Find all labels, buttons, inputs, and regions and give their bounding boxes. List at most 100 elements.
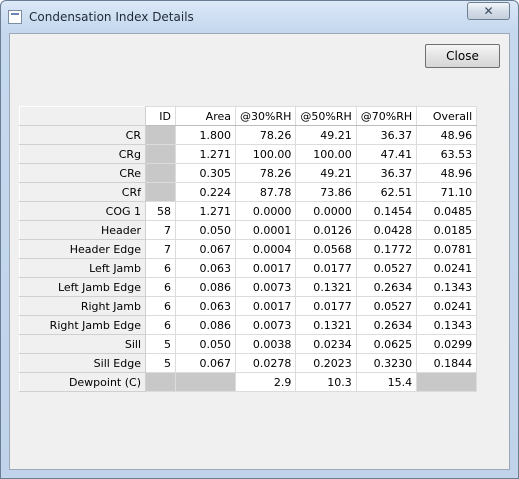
table-cell: 36.37 <box>355 163 418 183</box>
table-cell: 0.1343 <box>416 277 478 297</box>
table-cell: 1.800 <box>175 125 236 145</box>
column-header: Area <box>175 106 236 126</box>
table-cell: 0.1343 <box>416 315 478 335</box>
table-cell: 0.086 <box>175 315 236 335</box>
title-bar[interactable]: Condensation Index Details ✕ <box>1 1 518 33</box>
table-cell: 58 <box>145 201 176 221</box>
table-row: Sill 5 0.050 0.0038 0.0234 0.0625 0.0299 <box>19 334 478 354</box>
close-button[interactable]: Close <box>425 44 500 68</box>
table-cell: 100.00 <box>234 144 297 164</box>
table-cell <box>145 125 176 145</box>
table-row: Header Edge 7 0.067 0.0004 0.0568 0.1772 0.078… <box>19 239 478 259</box>
table-cell: 0.0527 <box>355 296 418 316</box>
column-header: Overall <box>416 106 478 126</box>
table-cell: 87.78 <box>234 182 297 202</box>
table-cell: 10.3 <box>295 372 357 392</box>
grid-corner-cell <box>19 106 146 126</box>
table-cell: 100.00 <box>295 144 357 164</box>
table-cell: 7 <box>145 220 176 240</box>
table-row: Header 7 0.050 0.0001 0.0126 0.0428 0.0185 <box>19 220 478 240</box>
table-cell: 0.0485 <box>416 201 478 221</box>
table-cell: 0.305 <box>175 163 236 183</box>
table-cell: 6 <box>145 296 176 316</box>
table-cell: 5 <box>145 353 176 373</box>
table-cell: 7 <box>145 239 176 259</box>
table-cell: 0.3230 <box>355 353 418 373</box>
window-close-icon[interactable]: ✕ <box>467 2 510 20</box>
table-cell <box>145 163 176 183</box>
table-cell: 78.26 <box>234 163 297 183</box>
table-cell: 15.4 <box>355 372 418 392</box>
table-row: COG 1 58 1.271 0.0000 0.0000 0.1454 0.0485 <box>19 201 478 221</box>
table-cell: 0.1321 <box>295 315 357 335</box>
table-cell: 48.96 <box>416 125 478 145</box>
table-row: Right Jamb 6 0.063 0.0017 0.0177 0.0527 0.0241 <box>19 296 478 316</box>
table-row: Right Jamb Edge 6 0.086 0.0073 0.1321 0.2634 0… <box>19 315 478 335</box>
condensation-index-grid: ID Area @30%RH @50%RH @70%RH Overall CR 1.800 78… <box>19 106 478 392</box>
table-cell: 0.0185 <box>416 220 478 240</box>
table-cell <box>175 372 236 392</box>
table-cell: 0.2634 <box>355 315 418 335</box>
table-row: Left Jamb 6 0.063 0.0017 0.0177 0.0527 0.0241 <box>19 258 478 278</box>
dialog-client-area: Close ID Area @30%RH @50%RH @70%RH Overall CR 1… <box>9 33 510 470</box>
table-cell <box>145 182 176 202</box>
table-cell: 0.0299 <box>416 334 478 354</box>
table-cell: 47.41 <box>355 144 418 164</box>
table-cell: 0.0568 <box>295 239 357 259</box>
table-cell: 1.271 <box>175 201 236 221</box>
table-cell: 0.0000 <box>234 201 297 221</box>
table-cell: 0.0017 <box>234 258 297 278</box>
table-cell: 6 <box>145 258 176 278</box>
table-cell: 0.0234 <box>295 334 357 354</box>
row-header: CR <box>19 125 146 145</box>
table-cell: 0.050 <box>175 334 236 354</box>
table-cell <box>416 372 478 392</box>
table-row: Sill Edge 5 0.067 0.0278 0.2023 0.3230 0.1844 <box>19 353 478 373</box>
table-row: Left Jamb Edge 6 0.086 0.0073 0.1321 0.2634 0.… <box>19 277 478 297</box>
table-cell: 78.26 <box>234 125 297 145</box>
row-header: Dewpoint (C) <box>19 372 146 392</box>
table-cell: 0.1454 <box>355 201 418 221</box>
table-cell: 0.0017 <box>234 296 297 316</box>
row-header: CRg <box>19 144 146 164</box>
table-cell: 0.0527 <box>355 258 418 278</box>
table-cell: 0.0428 <box>355 220 418 240</box>
table-cell: 0.0073 <box>234 277 297 297</box>
table-cell: 0.2023 <box>295 353 357 373</box>
window-title: Condensation Index Details <box>29 10 194 24</box>
table-row: CRe 0.305 78.26 49.21 36.37 48.96 <box>19 163 478 183</box>
table-cell: 0.0073 <box>234 315 297 335</box>
row-header: Left Jamb Edge <box>19 277 146 297</box>
table-cell: 0.067 <box>175 239 236 259</box>
row-header: CRf <box>19 182 146 202</box>
table-cell: 0.063 <box>175 258 236 278</box>
row-header: COG 1 <box>19 201 146 221</box>
table-cell: 73.86 <box>295 182 357 202</box>
column-header: ID <box>145 106 176 126</box>
table-cell: 0.086 <box>175 277 236 297</box>
table-row: CR 1.800 78.26 49.21 36.37 48.96 <box>19 125 478 145</box>
row-header: Left Jamb <box>19 258 146 278</box>
table-cell: 0.0000 <box>295 201 357 221</box>
table-cell: 0.0004 <box>234 239 297 259</box>
table-cell: 6 <box>145 277 176 297</box>
table-cell: 48.96 <box>416 163 478 183</box>
table-cell: 0.0241 <box>416 296 478 316</box>
window-app-icon <box>8 10 22 24</box>
table-cell: 0.067 <box>175 353 236 373</box>
column-header: @70%RH <box>355 106 418 126</box>
table-cell: 0.0625 <box>355 334 418 354</box>
row-header: Sill Edge <box>19 353 146 373</box>
table-cell: 6 <box>145 315 176 335</box>
table-cell: 0.0177 <box>295 258 357 278</box>
row-header: Right Jamb <box>19 296 146 316</box>
table-cell: 0.0038 <box>234 334 297 354</box>
table-cell: 0.1321 <box>295 277 357 297</box>
table-row: Dewpoint (C) 2.9 10.3 15.4 <box>19 372 478 392</box>
table-cell: 0.050 <box>175 220 236 240</box>
table-cell: 0.0241 <box>416 258 478 278</box>
table-cell: 2.9 <box>234 372 297 392</box>
grid-header-row: ID Area @30%RH @50%RH @70%RH Overall <box>19 106 478 126</box>
column-header: @30%RH <box>234 106 297 126</box>
